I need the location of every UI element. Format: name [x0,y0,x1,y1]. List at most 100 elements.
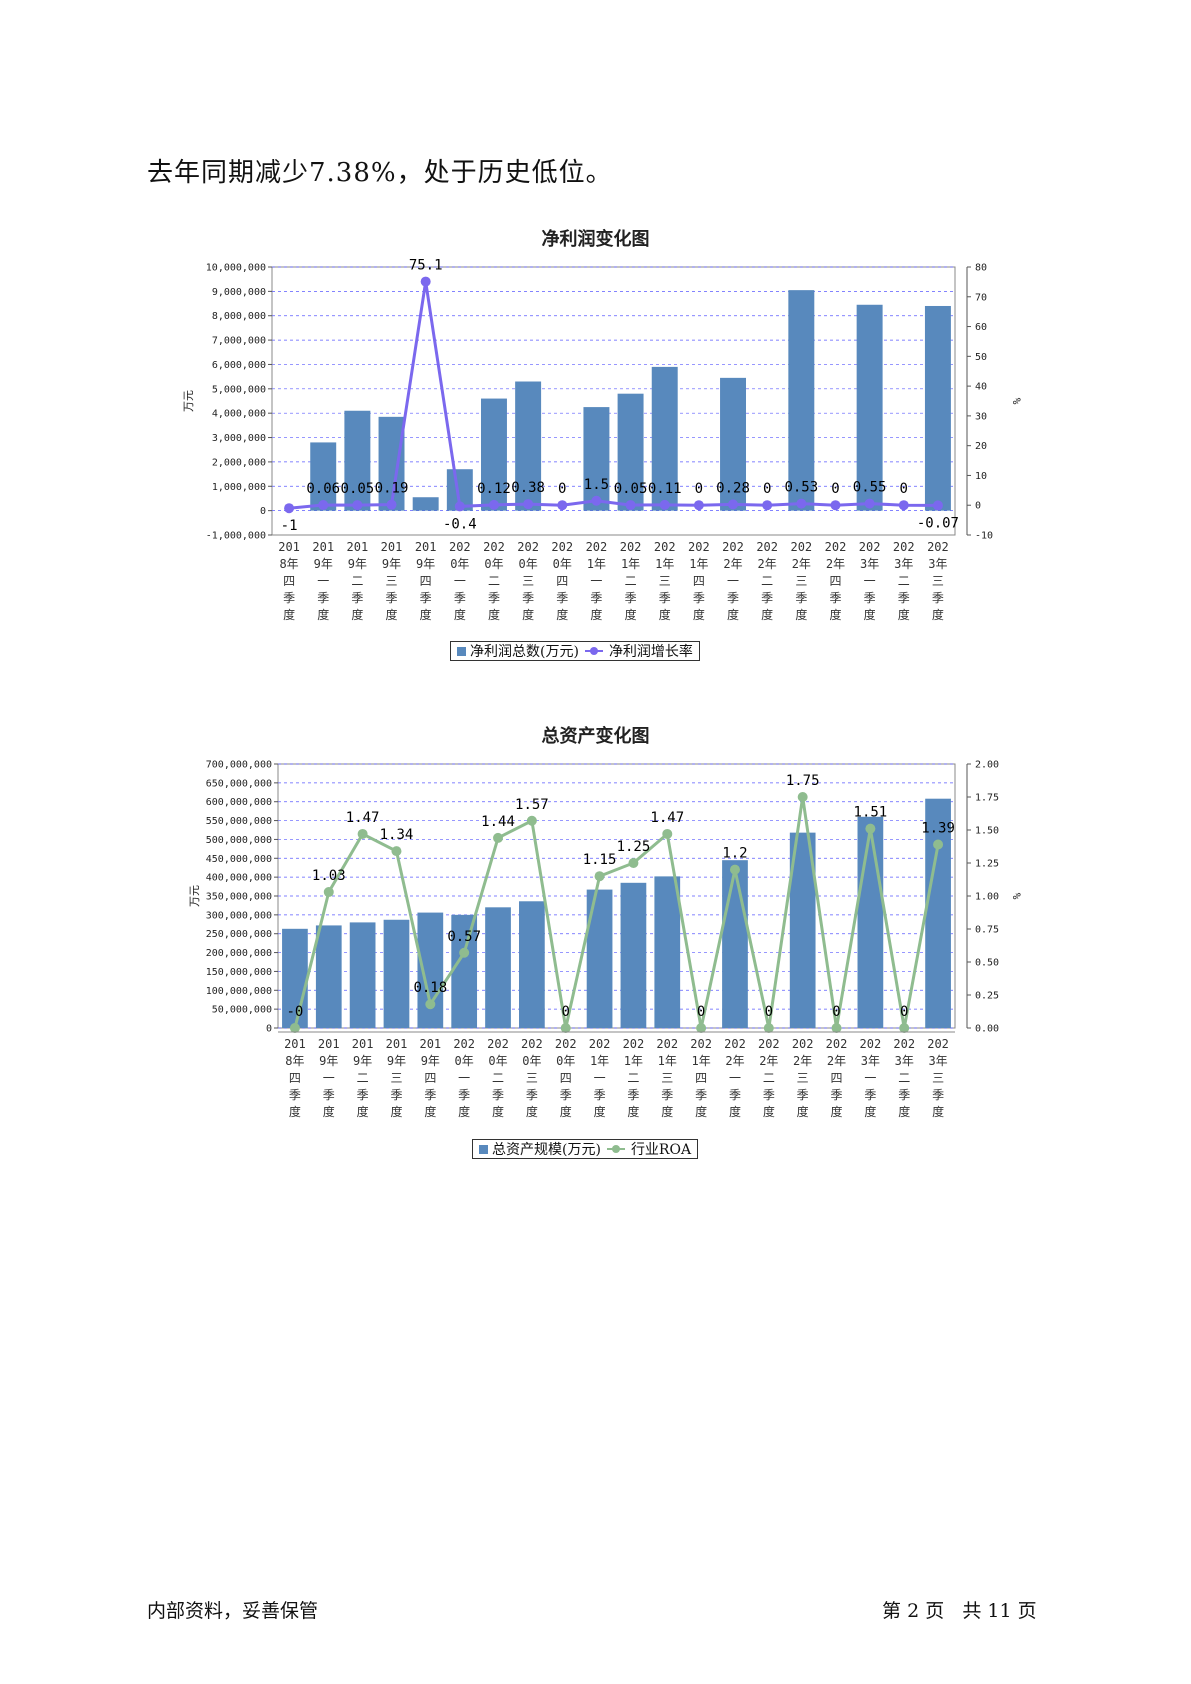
x-tick-label: 二 [492,1071,504,1085]
line-point [762,500,773,511]
x-tick-label: 202 [722,540,744,554]
x-tick-label: 季 [727,591,739,605]
x-tick-label: 季 [556,591,568,605]
x-tick-label: 度 [761,607,773,622]
x-tick-label: 四 [420,574,432,588]
x-tick-label: 202 [589,1037,611,1051]
x-tick-label: 四 [831,1071,843,1085]
x-tick-label: 季 [323,1088,335,1102]
x-tick-label: 度 [522,607,534,622]
x-tick-label: 度 [556,607,568,622]
x-tick-label: 季 [289,1088,301,1102]
y2-tick-label: 0.00 [975,1024,999,1035]
data-label: 0 [832,1004,840,1020]
x-tick-label: 度 [898,607,910,622]
y-axis-label: 万元 [182,390,195,412]
x-tick-label: 201 [352,1037,374,1051]
x-tick-label: 202 [756,540,778,554]
data-label: 1.25 [617,839,651,855]
y-tick-label: 4,000,000 [212,409,266,420]
line-point [523,499,534,510]
line-point [425,999,436,1010]
line-point [557,500,568,511]
x-tick-label: 三 [659,574,671,588]
x-tick-label: 度 [864,607,876,622]
line-point [493,832,504,843]
x-tick-label: 季 [594,1088,606,1102]
y-tick-label: 450,000,000 [206,854,272,865]
data-label: 0.19 [375,481,409,497]
y-tick-label: 350,000,000 [206,892,272,903]
x-tick-label: 201 [347,540,369,554]
x-tick-label: 四 [424,1071,436,1085]
y2-tick-label: 0.25 [975,991,999,1002]
x-tick-label: 201 [278,540,300,554]
line-point [899,1023,910,1033]
x-tick-label: 9年 [382,557,401,571]
page-prefix: 第 [882,1600,902,1622]
x-tick-label: 9年 [353,1054,372,1068]
line-point [898,500,909,511]
x-tick-label: 二 [898,1071,910,1085]
x-tick-label: 8年 [285,1054,304,1068]
y-tick-label: 2,000,000 [212,457,266,468]
bar [651,366,678,511]
data-label: -0.4 [443,516,477,532]
x-tick-label: 季 [695,1088,707,1102]
line-point [932,500,943,511]
data-label: 1.39 [921,821,955,837]
y2-tick-label: 0.50 [975,958,999,969]
data-label: 1.44 [481,814,515,830]
x-tick-label: 季 [357,1088,369,1102]
data-label: 0.12 [477,481,511,497]
x-tick-label: 9年 [314,557,333,571]
x-tick-label: 季 [283,591,295,605]
x-tick-label: 度 [795,607,807,622]
x-tick-label: 201 [415,540,437,554]
x-tick-label: 季 [522,591,534,605]
x-tick-label: 季 [829,591,841,605]
x-tick-label: 度 [864,1104,876,1119]
x-tick-label: 202 [487,1037,509,1051]
data-label: 0 [558,481,566,497]
x-tick-label: 9年 [416,557,435,571]
x-tick-label: 度 [357,1104,369,1119]
x-tick-label: 0年 [484,557,503,571]
data-label: 0.18 [413,980,447,996]
total-prefix: 共 [962,1600,982,1622]
legend-line-swatch [584,647,603,655]
y2-tick-label: 40 [975,382,987,393]
line-point [560,1023,571,1033]
x-tick-label: 9年 [387,1054,406,1068]
x-tick-label: 3年 [928,557,947,571]
x-tick-label: 度 [695,1104,707,1119]
x-tick-label: 度 [661,1104,673,1119]
y-tick-label: 150,000,000 [206,967,272,978]
x-tick-label: 一 [317,574,329,588]
x-tick-label: 季 [864,1088,876,1102]
y-tick-label: 500,000,000 [206,835,272,846]
line-point [625,500,636,511]
x-tick-label: 度 [627,1104,639,1119]
x-tick-label: 四 [289,1071,301,1085]
x-tick-label: 三 [390,1071,402,1085]
x-tick-label: 202 [790,540,812,554]
x-tick-label: 四 [560,1071,572,1085]
y-tick-label: 8,000,000 [212,311,266,322]
y-tick-label: 6,000,000 [212,360,266,371]
data-label: 0.53 [784,480,818,496]
footer-confidential: 内部资料，妥善保管 [147,1600,319,1622]
data-label: 0.05 [341,481,375,497]
data-label: -1 [281,518,298,534]
x-tick-label: 202 [483,540,505,554]
y-tick-label: 250,000,000 [206,929,272,940]
line-point [289,1023,300,1033]
x-tick-label: 度 [526,1104,538,1119]
x-tick-label: 季 [458,1088,470,1102]
y2-tick-label: 1.50 [975,826,999,837]
x-tick-label: 一 [729,1071,741,1085]
legend-item-roa: 行业ROA [630,1142,692,1158]
x-tick-label: 1年 [658,1054,677,1068]
x-tick-label: 1年 [590,1054,609,1068]
x-tick-label: 2年 [826,557,845,571]
